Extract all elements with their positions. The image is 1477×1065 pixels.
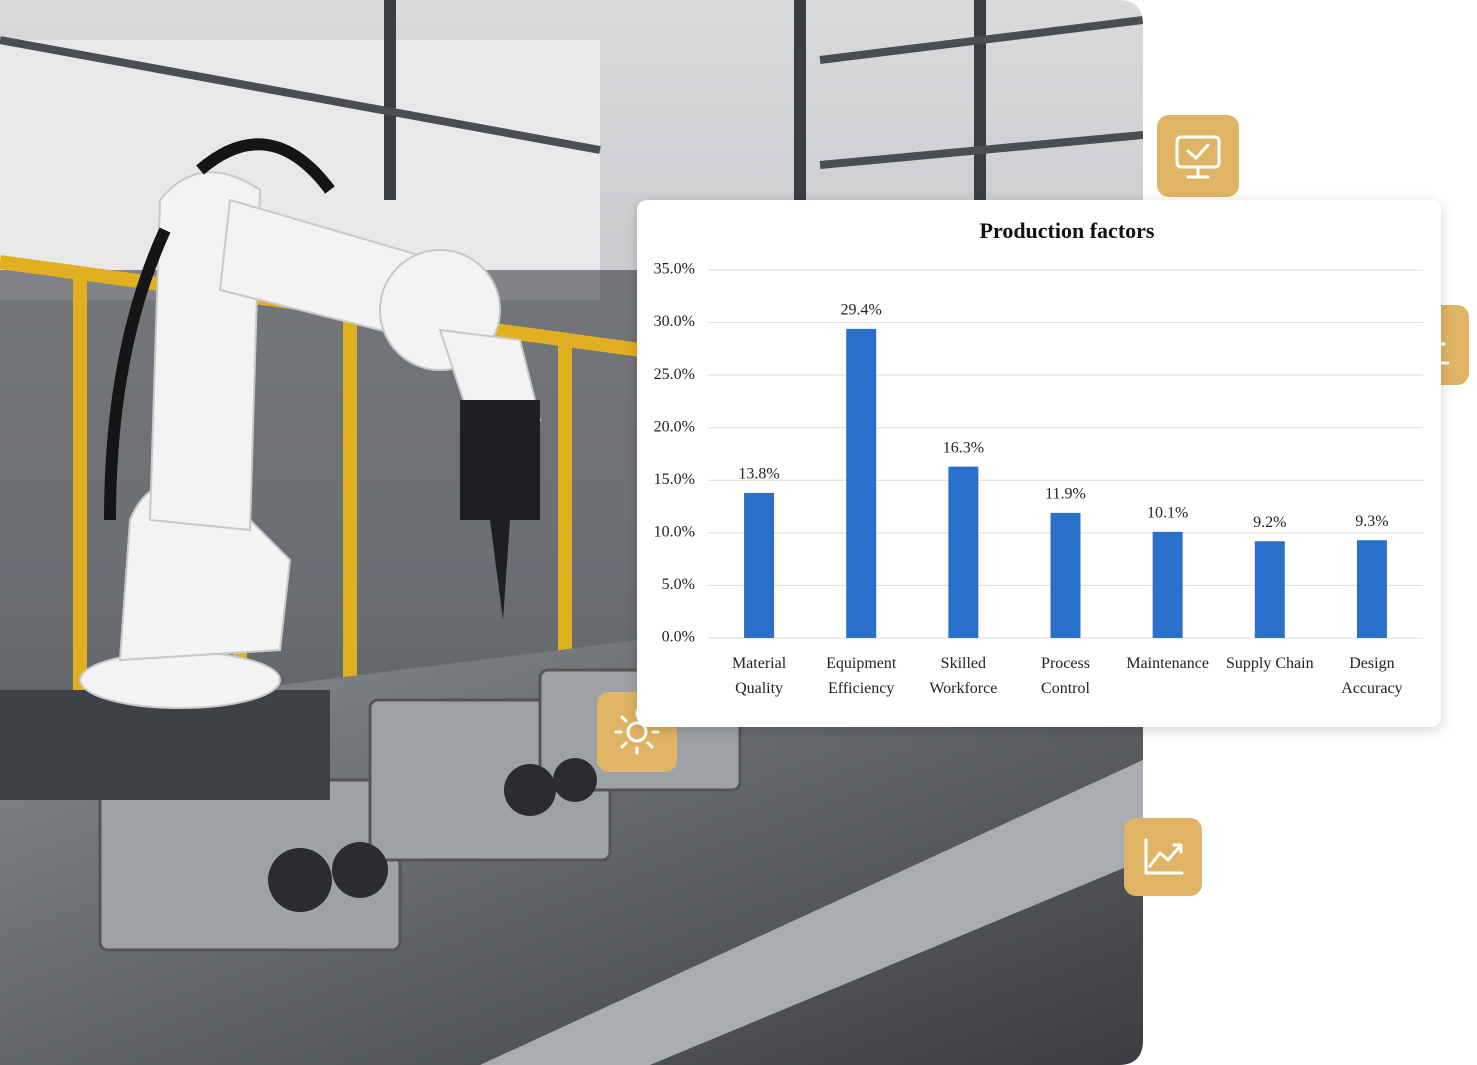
x-tick-label: Maintenance — [1126, 655, 1209, 672]
chart-title: Production factors — [980, 218, 1155, 243]
bar — [1254, 541, 1285, 638]
y-tick-label: 5.0% — [662, 576, 695, 593]
y-tick-label: 35.0% — [654, 261, 695, 278]
x-tick-label: Design Accuracy — [1341, 655, 1403, 697]
value-label: 11.9% — [1045, 486, 1086, 503]
chart-card — [637, 200, 1441, 727]
y-tick-label: 20.0% — [654, 418, 695, 435]
y-tick-label: 10.0% — [654, 524, 695, 541]
bar — [846, 328, 877, 638]
value-label: 29.4% — [841, 302, 882, 319]
value-label: 9.2% — [1253, 514, 1286, 531]
x-tick-label: Process Control — [1041, 655, 1090, 697]
x-tick-label: Material Quality — [731, 655, 787, 697]
y-tick-label: 15.0% — [654, 471, 695, 488]
bar — [744, 492, 775, 638]
value-label: 9.3% — [1355, 513, 1388, 530]
x-tick-label: Equipment Efficiency — [826, 655, 897, 697]
bar — [1050, 512, 1081, 638]
monitor-icon — [1157, 115, 1239, 197]
x-tick-label: Supply Chain — [1226, 655, 1314, 672]
bar — [1152, 531, 1183, 638]
bar — [948, 466, 979, 638]
y-tick-label: 25.0% — [654, 366, 695, 383]
y-tick-label: 30.0% — [654, 313, 695, 330]
bar — [1356, 540, 1387, 638]
value-label: 16.3% — [943, 439, 984, 456]
trend-icon — [1124, 818, 1202, 896]
factory-photo — [0, 0, 1143, 1065]
value-label: 13.8% — [738, 466, 779, 483]
y-tick-label: 0.0% — [662, 629, 695, 646]
x-tick-label: Skilled Workforce — [929, 655, 998, 697]
value-label: 10.1% — [1147, 504, 1188, 521]
